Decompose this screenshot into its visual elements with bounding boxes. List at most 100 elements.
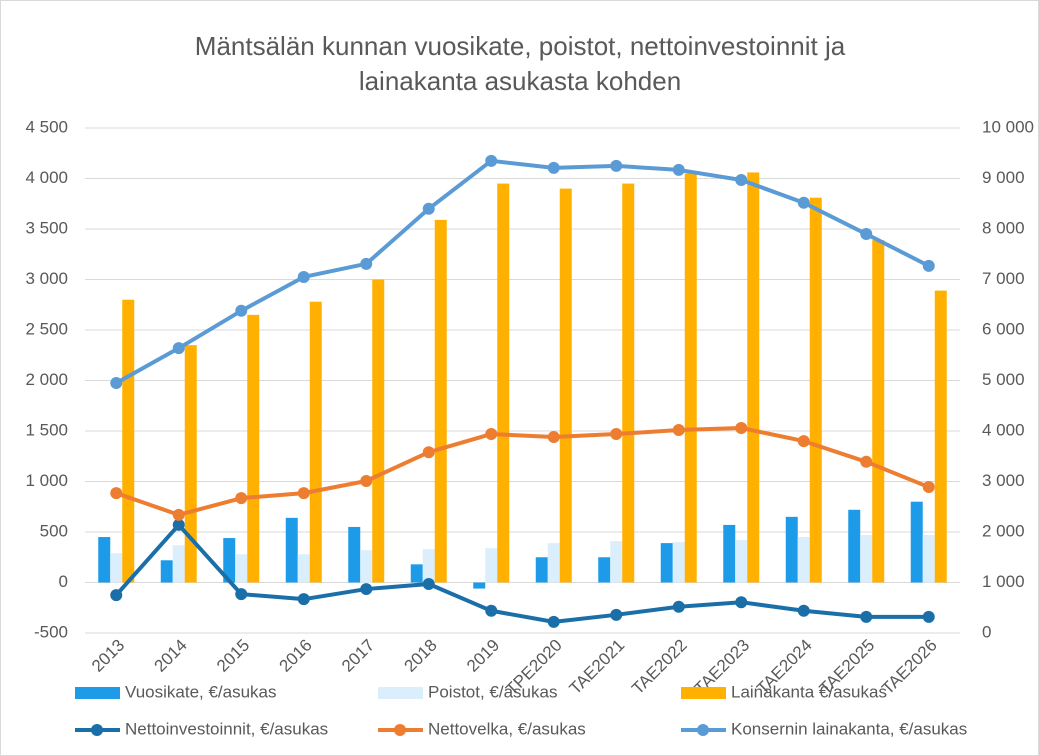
- y2-tick-label: 4 000: [982, 420, 1025, 439]
- line-marker: [797, 196, 810, 209]
- legend-label: Nettovelka, €/asukas: [428, 719, 586, 738]
- bar: [497, 183, 510, 583]
- y2-tick-label: 6 000: [982, 319, 1025, 338]
- y-tick-label: -500: [34, 622, 68, 641]
- line-marker: [735, 421, 748, 434]
- bar: [285, 517, 298, 583]
- line-marker: [860, 228, 873, 241]
- line-marker: [672, 163, 685, 176]
- legend-swatch: [681, 687, 726, 699]
- bar: [610, 541, 623, 583]
- line-marker: [297, 593, 310, 606]
- line-marker: [360, 257, 373, 270]
- bar: [660, 543, 673, 583]
- line-marker: [297, 270, 310, 283]
- y-tick-label: 1 000: [25, 471, 68, 490]
- bar: [372, 279, 385, 583]
- legend-label: Poistot, €/asukas: [428, 682, 557, 701]
- bar: [922, 535, 935, 583]
- line-marker: [172, 342, 185, 355]
- line-marker: [110, 589, 123, 602]
- line-marker: [922, 481, 935, 494]
- bar: [247, 314, 260, 583]
- bar: [860, 535, 873, 583]
- bar: [122, 299, 135, 583]
- bar: [485, 548, 498, 583]
- bar: [547, 543, 560, 583]
- line: [115, 158, 930, 385]
- y-tick-label: 2 500: [25, 319, 68, 338]
- bar: [848, 509, 861, 583]
- bar: [910, 501, 923, 583]
- bar: [410, 564, 423, 583]
- line-marker: [235, 588, 248, 601]
- bar: [184, 345, 197, 583]
- line: [115, 425, 930, 517]
- bar: [98, 537, 111, 583]
- y-tick-label: 500: [40, 521, 68, 540]
- chart-title: Mäntsälän kunnan vuosikate, poistot, net…: [195, 31, 846, 61]
- y2-tick-label: 1 000: [982, 572, 1025, 591]
- bar: [422, 549, 435, 583]
- legend-label: Konsernin lainakanta, €/asukas: [731, 719, 967, 738]
- line-marker: [922, 259, 935, 272]
- legend-label: Nettoinvestoinnit, €/asukas: [125, 719, 328, 738]
- bar: [348, 526, 361, 583]
- line-marker: [422, 446, 435, 459]
- bar: [172, 545, 185, 583]
- line-marker: [922, 610, 935, 623]
- bar: [297, 554, 310, 583]
- chart-title: lainakanta asukasta kohden: [359, 66, 681, 96]
- bar: [735, 540, 748, 583]
- line-marker: [485, 428, 498, 441]
- bar: [434, 219, 447, 583]
- line-marker: [860, 455, 873, 468]
- bar: [797, 537, 810, 583]
- bar: [235, 554, 248, 583]
- line-marker: [485, 604, 498, 617]
- line-marker: [610, 159, 623, 172]
- legend-label: Lainakanta €/asukas: [731, 682, 887, 701]
- line-marker: [172, 518, 185, 531]
- line-marker: [235, 304, 248, 317]
- y-tick-label: 3 000: [25, 269, 68, 288]
- line-marker: [110, 377, 123, 390]
- line-marker: [547, 615, 560, 628]
- y-tick-label: 4 500: [25, 117, 68, 136]
- bar: [160, 560, 173, 583]
- bar: [309, 301, 322, 583]
- y2-tick-label: 3 000: [982, 471, 1025, 490]
- legend-label: Vuosikate, €/asukas: [125, 682, 277, 701]
- line-marker: [797, 604, 810, 617]
- y2-tick-label: 10 000: [982, 117, 1034, 136]
- line-marker: [422, 202, 435, 215]
- line-marker: [735, 174, 748, 187]
- y2-tick-label: 5 000: [982, 370, 1025, 389]
- line-marker: [547, 161, 560, 174]
- y-tick-label: 4 000: [25, 168, 68, 187]
- line-marker: [360, 474, 373, 487]
- line-marker: [485, 154, 498, 167]
- bar: [684, 173, 697, 583]
- y2-tick-label: 7 000: [982, 269, 1025, 288]
- line-marker: [797, 435, 810, 448]
- line-marker: [610, 428, 623, 441]
- bar: [809, 197, 822, 583]
- y-tick-label: 2 000: [25, 370, 68, 389]
- line-marker: [860, 610, 873, 623]
- y2-tick-label: 8 000: [982, 218, 1025, 237]
- line-marker: [422, 578, 435, 591]
- bar: [559, 188, 572, 583]
- line-marker: [735, 596, 748, 609]
- legend-swatch: [697, 724, 709, 736]
- bar: [110, 553, 123, 583]
- line-marker: [235, 492, 248, 505]
- line-marker: [547, 431, 560, 444]
- y-tick-label: 3 500: [25, 218, 68, 237]
- bar: [723, 524, 736, 583]
- line-marker: [672, 600, 685, 613]
- legend-swatch: [75, 687, 120, 699]
- legend-swatch: [378, 687, 423, 699]
